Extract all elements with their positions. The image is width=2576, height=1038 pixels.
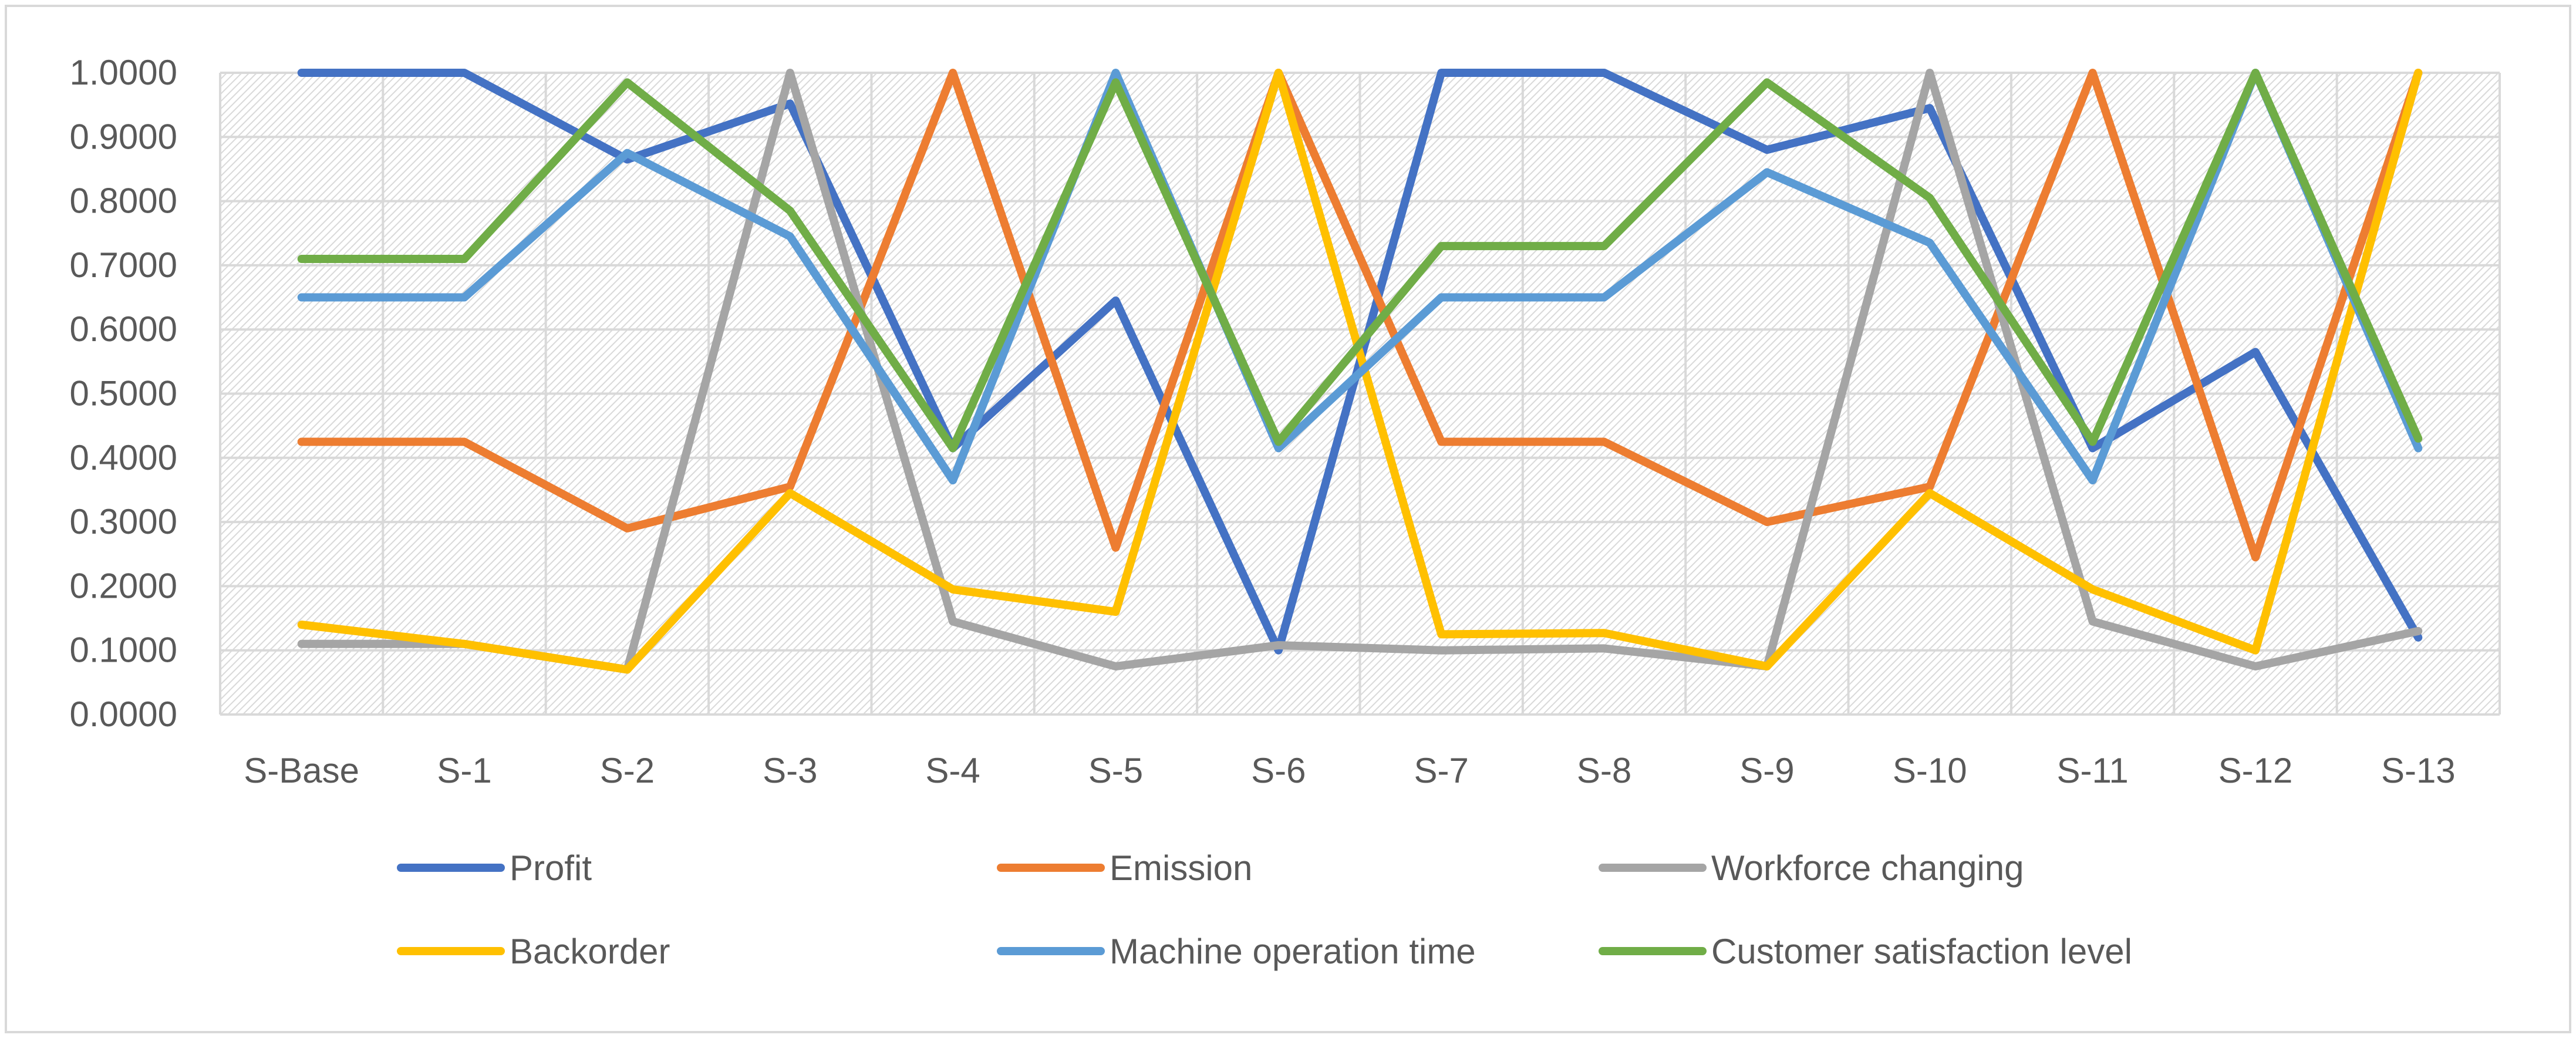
series-line-emission [297, 69, 2423, 562]
y-tick-label: 0.5000 [69, 374, 177, 413]
x-tick-label: S-2 [600, 751, 655, 790]
legend-label: Machine operation time [1110, 932, 1476, 971]
y-tick-label: 0.4000 [69, 438, 177, 477]
y-tick-label: 0.8000 [69, 181, 177, 221]
legend-item-customer-satisfaction-level: Customer satisfaction level [1599, 932, 2132, 971]
legend-item-emission: Emission [997, 848, 1252, 888]
legend-item-workforce-changing: Workforce changing [1599, 848, 2024, 888]
series-line-backorder [297, 69, 2423, 674]
y-tick-label: 0.3000 [69, 502, 177, 541]
series-line-machine-operation-time [297, 69, 2423, 485]
x-tick-label: S-11 [2056, 751, 2128, 790]
legend-label: Profit [510, 848, 592, 888]
series-lines [297, 69, 2423, 674]
y-tick-label: 0.9000 [69, 117, 177, 156]
legend-label: Workforce changing [1711, 848, 2024, 888]
y-tick-label: 0.1000 [69, 631, 177, 670]
legend-item-backorder: Backorder [397, 932, 670, 971]
y-tick-label: 0.7000 [69, 245, 177, 285]
y-tick-label: 0.6000 [69, 309, 177, 349]
x-axis-tick-labels: S-Base S-1 S-2 S-3 S-4 S-5 S-6 S-7 S-8 S-9 S-10 S-1… [244, 751, 2455, 790]
legend-label: Emission [1110, 848, 1252, 888]
legend: Profit Emission Workforce changing Backorde… [397, 848, 2132, 971]
gridlines [219, 72, 2501, 716]
y-tick-label: 0.0000 [69, 695, 177, 734]
x-tick-label: S-1 [437, 751, 491, 790]
x-tick-label: S-9 [1739, 751, 1794, 790]
legend-item-machine-operation-time: Machine operation time [997, 932, 1476, 971]
x-tick-label: S-3 [763, 751, 817, 790]
x-tick-label: S-Base [244, 751, 359, 790]
y-tick-label: 0.2000 [69, 566, 177, 605]
x-tick-label: S-12 [2218, 751, 2293, 790]
x-tick-label: S-10 [1893, 751, 1967, 790]
x-tick-label: S-6 [1251, 751, 1306, 790]
x-tick-label: S-4 [925, 751, 980, 790]
x-tick-label: S-13 [2381, 751, 2456, 790]
series-line-customer-satisfaction-level [297, 69, 2423, 453]
y-axis-tick-labels: 0.0000 0.1000 0.2000 0.3000 0.4000 0.5000 0.60… [69, 53, 177, 734]
x-tick-label: S-8 [1577, 751, 1631, 790]
legend-label: Backorder [510, 932, 670, 971]
y-tick-label: 1.0000 [69, 53, 177, 92]
series-line-workforce-changing [297, 69, 2423, 674]
x-tick-label: S-7 [1414, 751, 1468, 790]
legend-item-profit: Profit [397, 848, 592, 888]
legend-label: Customer satisfaction level [1711, 932, 2132, 971]
x-tick-label: S-5 [1088, 751, 1143, 790]
